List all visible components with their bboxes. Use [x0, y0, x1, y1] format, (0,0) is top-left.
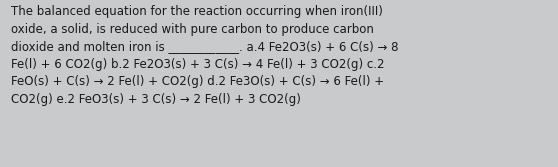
Text: The balanced equation for the reaction occurring when iron(III)
oxide, a solid, : The balanced equation for the reaction o… — [11, 5, 398, 106]
